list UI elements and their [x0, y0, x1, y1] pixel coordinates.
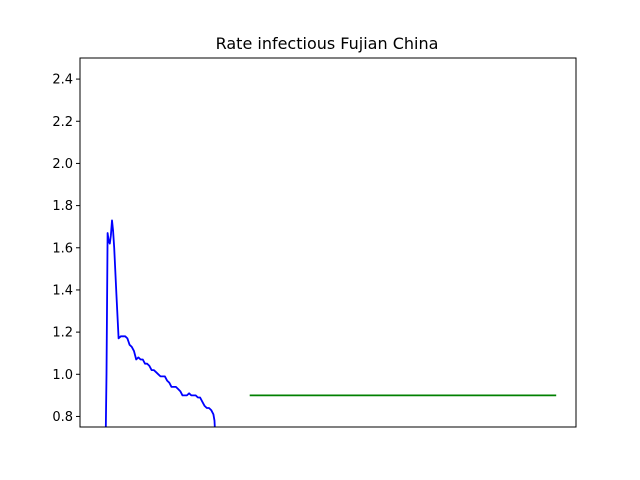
y-tick-label: 1.2	[52, 326, 73, 341]
y-tick-label: 1.8	[52, 199, 73, 214]
y-tick-label: 0.8	[52, 410, 73, 425]
chart-title: Rate infectious Fujian China	[216, 34, 439, 53]
series-line-0	[104, 219, 216, 427]
y-tick-label: 1.6	[52, 241, 73, 256]
plot-frame	[79, 57, 577, 428]
y-tick-label: 2.2	[52, 115, 73, 130]
y-axis: 0.8 1.0 1.2 1.4 1.6 1.8 2.0 2.2 2.4	[52, 73, 80, 425]
y-tick-label: 2.0	[52, 157, 73, 172]
series-layer	[104, 219, 557, 427]
y-tick-label: 1.4	[52, 283, 73, 298]
y-tick-label: 2.4	[52, 73, 73, 88]
y-tick-label: 1.0	[52, 368, 73, 383]
